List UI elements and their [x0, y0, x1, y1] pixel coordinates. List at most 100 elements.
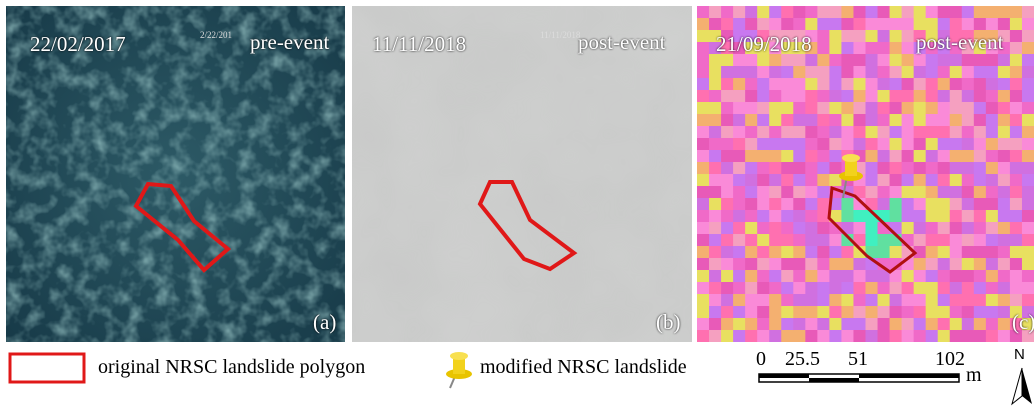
- date: 22/02/2017: [30, 32, 126, 57]
- pixel: [902, 66, 915, 79]
- pixel: [781, 138, 794, 151]
- pixel: [890, 138, 903, 151]
- pixel: [998, 78, 1011, 91]
- pixel: [938, 246, 951, 259]
- pixel: [805, 162, 818, 175]
- pixel: [793, 234, 806, 247]
- pixel: [998, 138, 1011, 151]
- pixel: [938, 198, 951, 211]
- pixel: [974, 210, 987, 223]
- pixel: [1010, 102, 1023, 115]
- pixel: [950, 222, 963, 235]
- pixel: [793, 138, 806, 151]
- pixel: [721, 66, 734, 79]
- pixel: [709, 258, 722, 271]
- pixel: [950, 186, 963, 199]
- pixel: [733, 138, 746, 151]
- pixel: [733, 198, 746, 211]
- pixel: [853, 258, 866, 271]
- pixel: [962, 90, 975, 103]
- pixel: [986, 234, 999, 247]
- pixel: [709, 114, 722, 127]
- pixel: [757, 186, 770, 199]
- pixel: [974, 282, 987, 295]
- pixel: [769, 90, 782, 103]
- pixel: [853, 18, 866, 31]
- pixel: [757, 6, 770, 19]
- pixel: [950, 6, 963, 19]
- pixel: [926, 138, 939, 151]
- pixel: [733, 246, 746, 259]
- pixel: [769, 114, 782, 127]
- pixel: [781, 126, 794, 139]
- pixel: [998, 150, 1011, 163]
- pixel: [1022, 150, 1034, 163]
- pixel: [866, 294, 879, 307]
- pixel: [745, 222, 758, 235]
- pixel: [986, 246, 999, 259]
- pixel: [902, 150, 915, 163]
- north-arrow: [1010, 366, 1034, 406]
- pixel: [998, 246, 1011, 259]
- pixel: [829, 306, 842, 319]
- pixel: [866, 318, 879, 331]
- pixel: [974, 126, 987, 139]
- pixel: [697, 54, 710, 67]
- pixel: [998, 306, 1011, 319]
- pixel: [793, 246, 806, 259]
- pixel: [697, 282, 710, 295]
- pixel: [938, 78, 951, 91]
- pixel: [866, 150, 879, 163]
- pixel: [769, 270, 782, 283]
- pixel: [781, 150, 794, 163]
- pixel: [890, 54, 903, 67]
- pixel: [962, 234, 975, 247]
- pixel: [721, 330, 734, 342]
- pixel: [793, 258, 806, 271]
- pixel: [793, 162, 806, 175]
- pixel: [926, 198, 939, 211]
- pixel: [902, 114, 915, 127]
- pixel: [793, 318, 806, 331]
- pixel: [866, 66, 879, 79]
- pixel: [733, 210, 746, 223]
- pixel: [974, 102, 987, 115]
- pixel: [986, 150, 999, 163]
- pixel: [986, 18, 999, 31]
- pixel: [721, 186, 734, 199]
- pixel: [733, 186, 746, 199]
- pixel: [890, 186, 903, 199]
- pixel: [866, 174, 879, 187]
- scale-tick: 51: [848, 348, 868, 371]
- pixel: [841, 30, 854, 43]
- pixel: [974, 66, 987, 79]
- pixel: [950, 138, 963, 151]
- pixel: [757, 270, 770, 283]
- pixel: [829, 18, 842, 31]
- pixel: [757, 234, 770, 247]
- pixel: [781, 186, 794, 199]
- pixel: [1010, 126, 1023, 139]
- pixel: [697, 318, 710, 331]
- pixel: [709, 198, 722, 211]
- pixel: [757, 126, 770, 139]
- pixel: [781, 6, 794, 19]
- pixel: [709, 66, 722, 79]
- pixel: [902, 54, 915, 67]
- pixel: [950, 78, 963, 91]
- pixel: [805, 222, 818, 235]
- pixel: [926, 246, 939, 259]
- pixel: [1010, 90, 1023, 103]
- pixel: [914, 198, 927, 211]
- pixel: [1022, 198, 1034, 211]
- pixel: [793, 90, 806, 103]
- pixel: [1022, 18, 1034, 31]
- pixel: [878, 294, 891, 307]
- pixel: [817, 66, 830, 79]
- pixel: [829, 330, 842, 342]
- pixel: [829, 138, 842, 151]
- pixel: [769, 150, 782, 163]
- pixel: [926, 66, 939, 79]
- pixel: [878, 306, 891, 319]
- pixel: [721, 102, 734, 115]
